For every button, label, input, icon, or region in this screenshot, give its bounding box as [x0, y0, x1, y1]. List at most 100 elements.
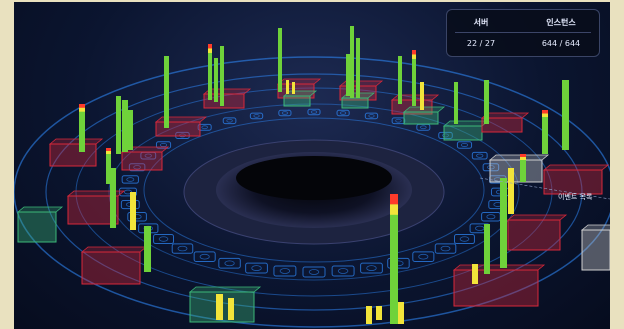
instance-bar [542, 110, 548, 154]
slot-ring [179, 133, 186, 138]
slot-ring [418, 253, 429, 260]
server-box-top [580, 224, 610, 231]
instance-bar [164, 56, 169, 128]
center-hole [236, 156, 392, 200]
server-box-top [442, 120, 490, 127]
slot-tile [387, 257, 410, 269]
server-box [443, 125, 483, 141]
server-box [507, 219, 561, 251]
instance-bar-warning [420, 82, 424, 110]
slot-tile [118, 187, 138, 197]
instance-bar [220, 46, 224, 106]
event-list-button[interactable]: 이벤트 목록 [558, 193, 593, 201]
instance-bar [106, 148, 111, 184]
slot-ring [201, 125, 208, 130]
slot-tile [249, 112, 264, 120]
server-box-top [506, 214, 568, 221]
server-ring-scene[interactable] [14, 2, 610, 329]
server-slot-tiles [118, 108, 510, 278]
slot-tile [155, 141, 172, 149]
instance-bar-warning [508, 168, 514, 214]
instance-bar-warning-cap [390, 204, 398, 215]
slot-tile [360, 262, 383, 274]
instance-bar-warning [398, 302, 404, 324]
instance-bar-critical-cap [208, 44, 212, 49]
slot-ring [308, 269, 320, 275]
slot-ring [442, 133, 449, 138]
slot-ring [281, 111, 288, 115]
slot-ring [440, 245, 451, 252]
instances-header: 인스턴스 [546, 18, 576, 27]
instance-bar [79, 104, 85, 152]
instance-bar [484, 80, 489, 124]
server-box [67, 195, 119, 225]
instance-bar-warning-cap [106, 151, 111, 154]
slot-tile [391, 117, 406, 125]
instances-value: 644 / 644 [541, 39, 581, 48]
server-box-top [488, 154, 550, 161]
instance-bar [390, 194, 398, 324]
instance-bar-warning [228, 298, 234, 320]
instance-bar [128, 110, 133, 150]
server-box [283, 95, 311, 107]
dashboard-3d-viewport[interactable]: 서버 인스턴스 22 / 27 644 / 644 이벤트 목록 [14, 2, 610, 329]
slot-tile [481, 211, 501, 222]
slot-tile [364, 112, 379, 120]
stats-panel: 서버 인스턴스 22 / 27 644 / 644 [446, 9, 600, 57]
instance-bar-warning-cap [208, 48, 212, 53]
server-box-top [276, 78, 322, 85]
slot-tile [171, 243, 194, 254]
instance-bar [412, 50, 416, 106]
instance-bar-critical-cap [520, 154, 526, 157]
instance-bar [500, 178, 507, 268]
instance-bar-critical-cap [412, 50, 416, 55]
instance-bar-warning [216, 294, 223, 320]
slot-tile [197, 123, 212, 131]
stats-divider [455, 32, 591, 33]
slot-tile [434, 243, 457, 254]
ring-lines [14, 56, 610, 328]
instance-bar-warning-cap [520, 157, 526, 160]
server-box-top [542, 164, 610, 171]
instance-bar [346, 54, 350, 96]
slot-tile [307, 108, 321, 116]
slot-ring [310, 110, 318, 114]
slot-ring [226, 118, 233, 123]
instance-bar-warning [130, 192, 136, 230]
instance-bars[interactable] [79, 26, 569, 324]
slot-tile [438, 131, 453, 140]
instance-bar [116, 96, 121, 154]
slot-tile [416, 123, 431, 131]
server-box-top [48, 138, 104, 145]
slot-tile [471, 151, 488, 160]
server-box-top [452, 264, 546, 271]
instance-bar [562, 80, 569, 150]
slot-ring [460, 142, 468, 147]
instance-bar-warning [292, 82, 295, 94]
server-box [155, 121, 201, 137]
stats-header-row: 서버 인스턴스 [447, 17, 599, 35]
instance-bar-warning-cap [412, 54, 416, 59]
slot-ring [395, 118, 402, 123]
server-box [121, 151, 163, 171]
slot-tile [245, 262, 268, 274]
server-box-top [16, 206, 64, 213]
instance-bar [350, 26, 354, 98]
slot-ring [486, 214, 496, 220]
slot-ring [177, 245, 188, 252]
instance-bar [144, 226, 151, 272]
slot-ring [476, 153, 484, 158]
instance-bar-warning-cap [79, 107, 85, 112]
slot-ring [420, 125, 427, 130]
slot-ring [126, 177, 135, 182]
slot-tile [456, 141, 473, 149]
server-box [17, 211, 57, 243]
slot-ring [253, 114, 260, 118]
slot-tile [331, 265, 355, 277]
slot-tile [482, 163, 500, 172]
instance-bar [398, 56, 402, 104]
instance-bar-critical-cap [79, 104, 85, 108]
slot-ring [368, 114, 375, 118]
slot-tile [336, 109, 350, 117]
slot-tile [121, 175, 139, 184]
